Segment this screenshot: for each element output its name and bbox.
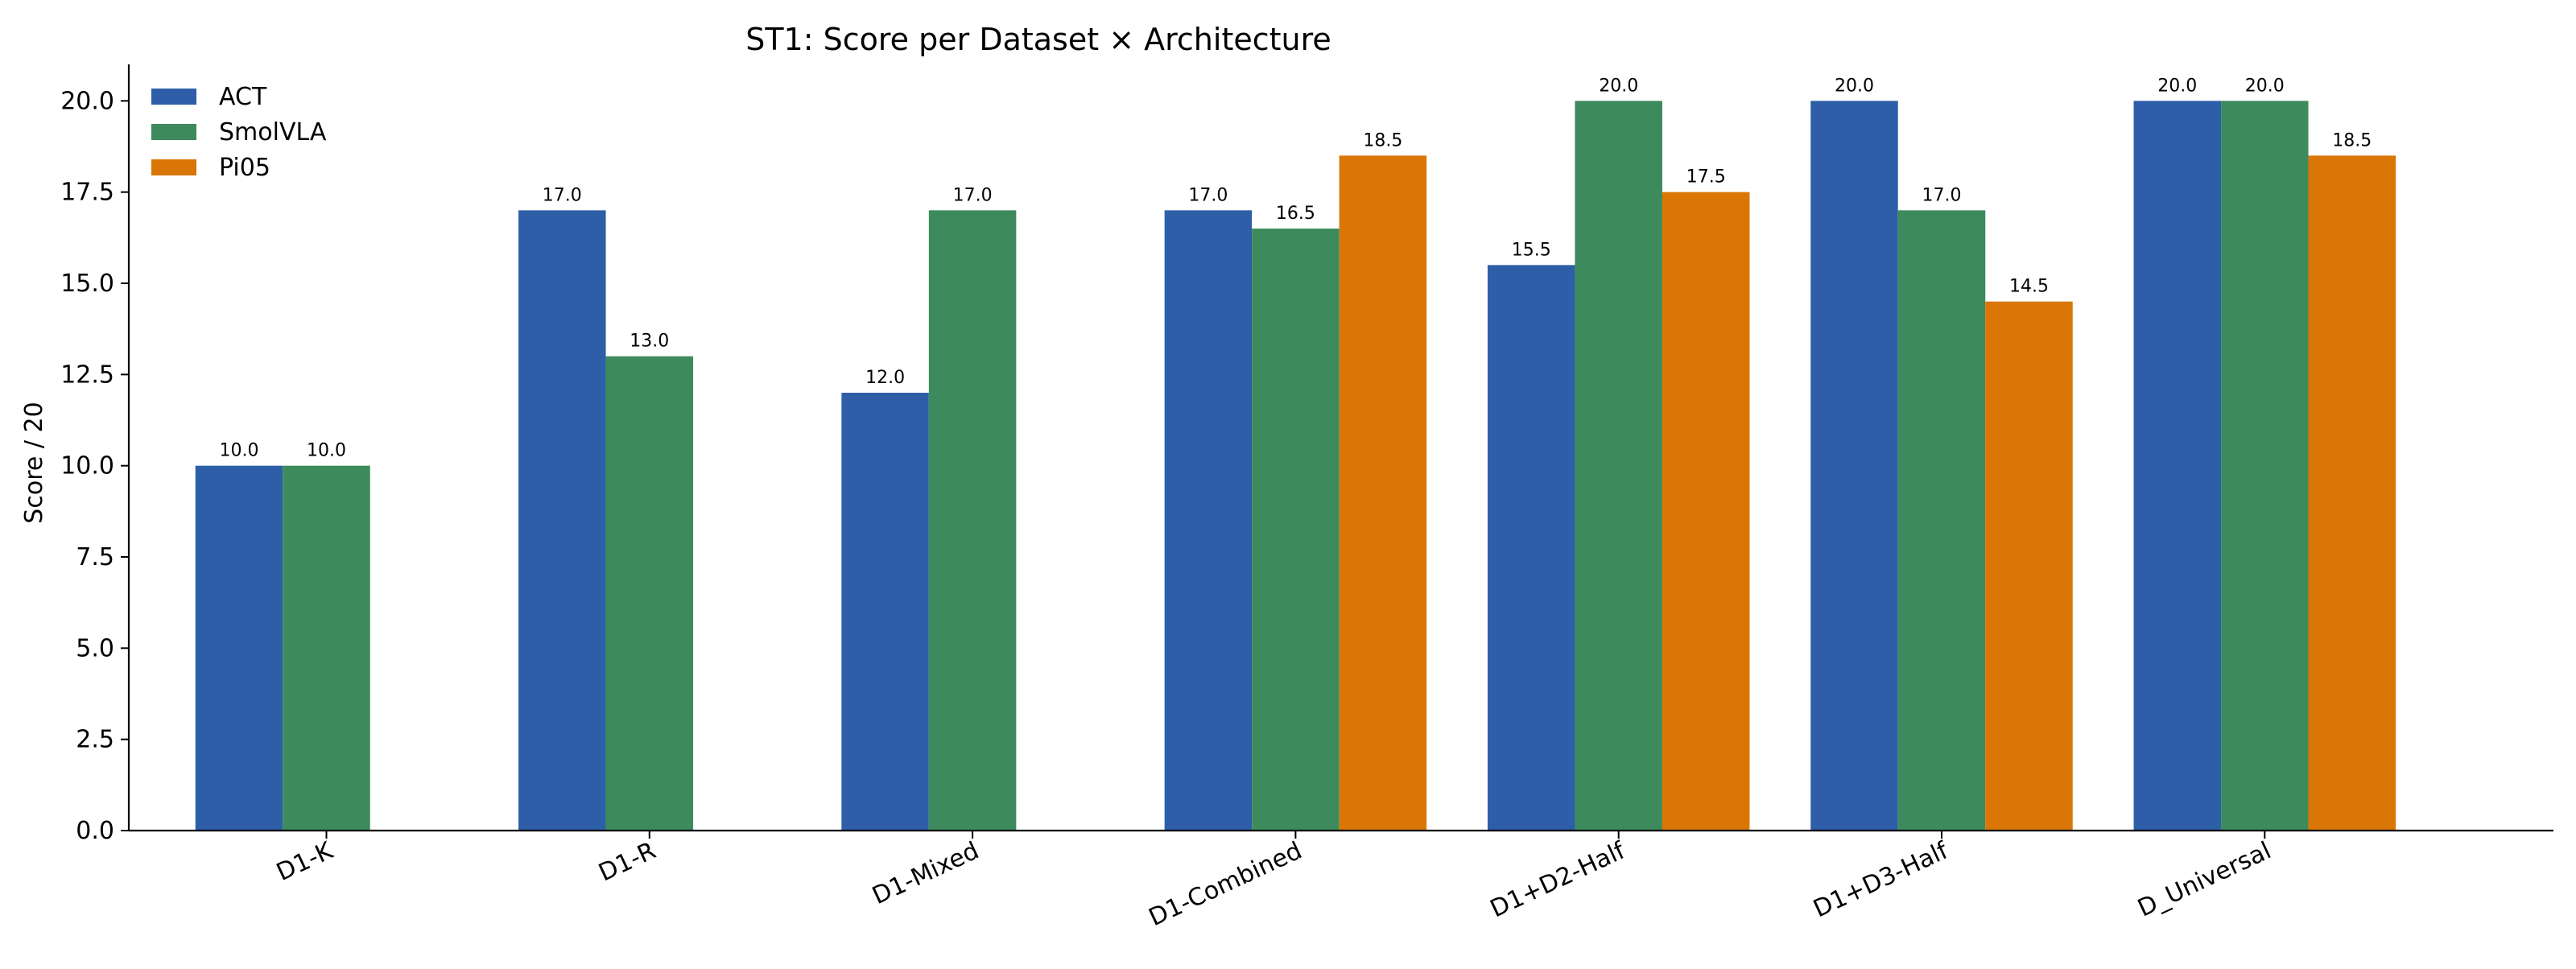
y-axis-label: Score / 20 xyxy=(20,402,48,523)
bar-pi05-7 xyxy=(2308,155,2396,831)
bar-smolvla-3 xyxy=(928,210,1017,831)
bars-group xyxy=(195,101,2396,831)
data-label-smolvla-3: 17.0 xyxy=(953,185,993,205)
y-tick-label-7: 15.0 xyxy=(60,270,114,298)
data-label-pi05-7: 18.5 xyxy=(2332,130,2372,151)
data-label-act-1: 10.0 xyxy=(220,441,259,461)
data-label-act-7: 20.0 xyxy=(2157,76,2197,96)
legend-label-pi05: Pi05 xyxy=(219,154,270,182)
data-label-act-6: 20.0 xyxy=(1835,76,1874,96)
legend-swatch-smolvla xyxy=(151,124,196,140)
bar-pi05-5 xyxy=(1662,192,1750,831)
bar-act-5 xyxy=(1487,265,1575,831)
bar-act-6 xyxy=(1810,101,1898,831)
data-label-act-2: 17.0 xyxy=(543,185,582,205)
legend: ACT SmolVLA Pi05 xyxy=(151,83,327,182)
bar-smolvla-2 xyxy=(605,356,694,831)
y-tick-label-4: 7.5 xyxy=(76,543,114,571)
bar-act-2 xyxy=(518,210,606,831)
data-label-smolvla-2: 13.0 xyxy=(630,332,669,352)
y-tick-label-2: 2.5 xyxy=(76,726,114,754)
legend-label-act: ACT xyxy=(219,83,267,111)
data-label-act-4: 17.0 xyxy=(1188,185,1228,205)
y-tick-label-6: 12.5 xyxy=(60,361,114,389)
y-tick-label-1: 0.0 xyxy=(76,817,114,845)
y-tick-label-8: 17.5 xyxy=(60,179,114,207)
data-label-smolvla-7: 20.0 xyxy=(2245,76,2285,96)
y-tick-label-5: 10.0 xyxy=(60,452,114,480)
data-label-smolvla-5: 20.0 xyxy=(1599,76,1638,96)
legend-swatch-pi05 xyxy=(151,159,196,175)
bar-act-3 xyxy=(841,393,929,831)
bar-pi05-4 xyxy=(1339,155,1427,831)
data-label-smolvla-4: 16.5 xyxy=(1276,204,1315,224)
data-label-pi05-4: 18.5 xyxy=(1363,130,1402,151)
bar-smolvla-7 xyxy=(2221,101,2309,831)
legend-swatch-act xyxy=(151,89,196,105)
data-label-pi05-6: 14.5 xyxy=(2009,277,2049,297)
y-tick-label-3: 5.0 xyxy=(76,634,114,662)
data-label-pi05-5: 17.5 xyxy=(1686,167,1726,188)
data-label-act-5: 15.5 xyxy=(1512,240,1551,260)
data-labels-group: 10.0 10.0 17.0 13.0 12.0 17.0 17.0 16.5 18.5 15.5… xyxy=(220,76,2372,460)
y-tick-label-9: 20.0 xyxy=(60,87,114,115)
bar-smolvla-4 xyxy=(1252,229,1340,831)
bar-smolvla-6 xyxy=(1897,210,1986,831)
bar-pi05-6 xyxy=(1985,301,2073,831)
bar-smolvla-5 xyxy=(1575,101,1662,831)
bar-smolvla-1 xyxy=(283,465,370,831)
data-label-smolvla-6: 17.0 xyxy=(1922,185,1962,205)
bar-act-4 xyxy=(1164,210,1253,831)
chart-title: ST1: Score per Dataset × Architecture xyxy=(745,22,1331,57)
data-label-act-3: 12.0 xyxy=(865,368,905,388)
legend-label-smolvla: SmolVLA xyxy=(219,118,327,146)
bar-act-7 xyxy=(2133,101,2222,831)
bar-act-1 xyxy=(195,465,283,831)
data-label-smolvla-1: 10.0 xyxy=(307,441,346,461)
